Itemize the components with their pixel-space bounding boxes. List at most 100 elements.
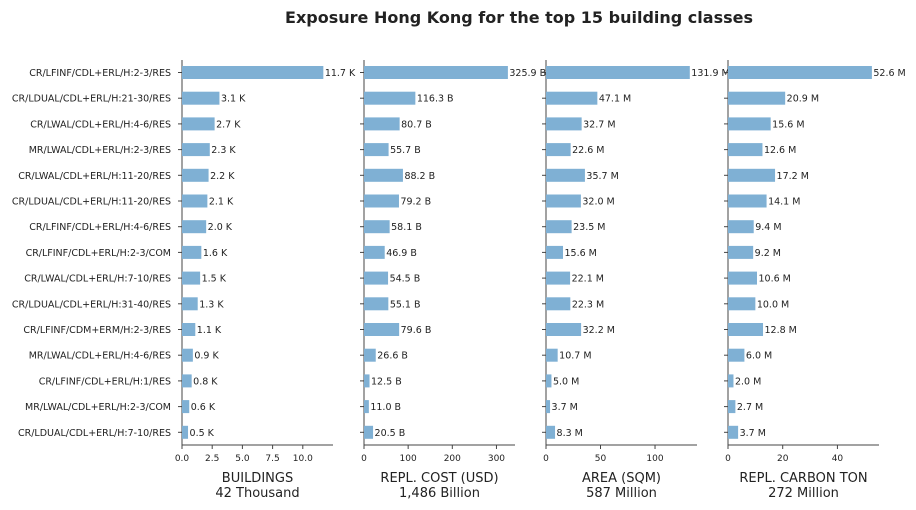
x-tick-label: 0 — [361, 454, 367, 464]
bar — [728, 143, 763, 157]
bar — [728, 425, 739, 439]
bar — [546, 143, 571, 157]
category-label: CR/LFINF/CDM+ERM/H:2-3/RES — [23, 325, 171, 336]
value-label: 46.9 B — [386, 248, 417, 259]
bar — [546, 194, 581, 208]
value-label: 10.6 M — [758, 274, 790, 285]
x-tick-label: 40 — [832, 454, 844, 464]
bar — [182, 425, 189, 439]
bar — [182, 271, 201, 285]
value-label: 15.6 M — [772, 119, 804, 130]
bar — [364, 245, 385, 259]
bar — [728, 91, 786, 105]
bar — [728, 245, 754, 259]
value-label: 54.5 B — [390, 274, 421, 285]
x-axis-title: AREA (SQM) — [582, 471, 661, 486]
category-label: CR/LWAL/CDL+ERL/H:11-20/RES — [18, 171, 171, 182]
category-label: CR/LWAL/CDL+ERL/H:7-10/RES — [24, 274, 171, 285]
bar — [364, 117, 400, 131]
value-label: 22.3 M — [572, 299, 604, 310]
bar — [364, 297, 389, 311]
value-label: 2.7 M — [737, 402, 763, 413]
bar — [728, 220, 754, 234]
value-label: 23.5 M — [573, 222, 605, 233]
bar — [182, 400, 190, 414]
value-label: 2.1 K — [209, 197, 234, 208]
x-axis-title: BUILDINGS — [222, 471, 293, 486]
bar — [182, 374, 192, 388]
value-label: 22.1 M — [572, 274, 604, 285]
value-label: 2.0 M — [735, 376, 761, 387]
x-axis-subtitle: 587 Million — [586, 486, 657, 501]
x-tick-label: 200 — [444, 454, 461, 464]
value-label: 88.2 B — [404, 171, 435, 182]
x-tick-label: 5.0 — [235, 454, 250, 464]
value-label: 14.1 M — [768, 197, 800, 208]
bar — [182, 168, 209, 182]
bar — [364, 168, 403, 182]
value-label: 1.5 K — [202, 274, 227, 285]
bar — [546, 271, 571, 285]
bar — [364, 66, 508, 79]
bar — [546, 348, 558, 362]
bar — [364, 323, 400, 336]
bar — [728, 271, 757, 285]
value-label: 9.4 M — [755, 222, 781, 233]
x-tick-label: 50 — [595, 454, 607, 464]
bar — [364, 425, 374, 439]
bar — [728, 194, 767, 208]
value-label: 15.6 M — [565, 248, 597, 259]
bar — [728, 323, 764, 336]
bar — [728, 348, 745, 362]
x-tick-label: 20 — [777, 454, 789, 464]
bar — [182, 117, 215, 131]
value-label: 2.2 K — [210, 171, 235, 182]
bar — [182, 143, 210, 157]
bar — [546, 117, 582, 131]
bar — [364, 271, 389, 285]
bar — [182, 245, 202, 259]
value-label: 79.6 B — [401, 325, 432, 336]
category-label: CR/LFINF/CDL+ERL/H:2-3/RES — [29, 68, 171, 79]
x-axis-subtitle: 42 Thousand — [215, 486, 299, 501]
bar — [182, 194, 208, 208]
bar — [546, 220, 572, 234]
value-label: 3.7 M — [552, 402, 578, 413]
x-tick-label: 10.0 — [293, 454, 313, 464]
x-tick-label: 2.5 — [205, 454, 219, 464]
x-tick-label: 100 — [400, 454, 417, 464]
category-label: CR/LWAL/CDL+ERL/H:4-6/RES — [30, 119, 171, 130]
value-label: 131.9 M — [691, 68, 729, 79]
value-label: 32.0 M — [582, 197, 614, 208]
bar — [546, 374, 552, 388]
value-label: 10.0 M — [757, 299, 789, 310]
x-tick-label: 0.0 — [175, 454, 190, 464]
value-label: 11.7 K — [325, 68, 356, 79]
bar — [364, 143, 389, 157]
value-label: 11.0 B — [370, 402, 401, 413]
value-label: 8.3 M — [557, 428, 583, 439]
value-label: 10.7 M — [559, 351, 591, 362]
x-axis-title: REPL. CARBON TON — [739, 471, 867, 486]
value-label: 9.2 M — [755, 248, 781, 259]
bar — [182, 297, 198, 311]
bar — [728, 117, 771, 131]
bar — [364, 348, 376, 362]
value-label: 79.2 B — [400, 197, 431, 208]
value-label: 5.0 M — [553, 376, 579, 387]
value-label: 0.6 K — [191, 402, 216, 413]
bar — [364, 220, 390, 234]
value-label: 1.1 K — [197, 325, 222, 336]
bar — [546, 323, 582, 336]
value-label: 12.5 B — [371, 376, 402, 387]
x-tick-label: 300 — [488, 454, 505, 464]
category-label: MR/LWAL/CDL+ERL/H:2-3/RES — [29, 145, 171, 156]
bar — [182, 348, 193, 362]
value-label: 20.5 B — [375, 428, 406, 439]
value-label: 2.3 K — [211, 145, 236, 156]
bar — [364, 400, 369, 414]
bar — [546, 245, 564, 259]
category-label: CR/LDUAL/CDL+ERL/H:31-40/RES — [12, 299, 171, 310]
value-label: 325.9 B — [509, 68, 546, 79]
